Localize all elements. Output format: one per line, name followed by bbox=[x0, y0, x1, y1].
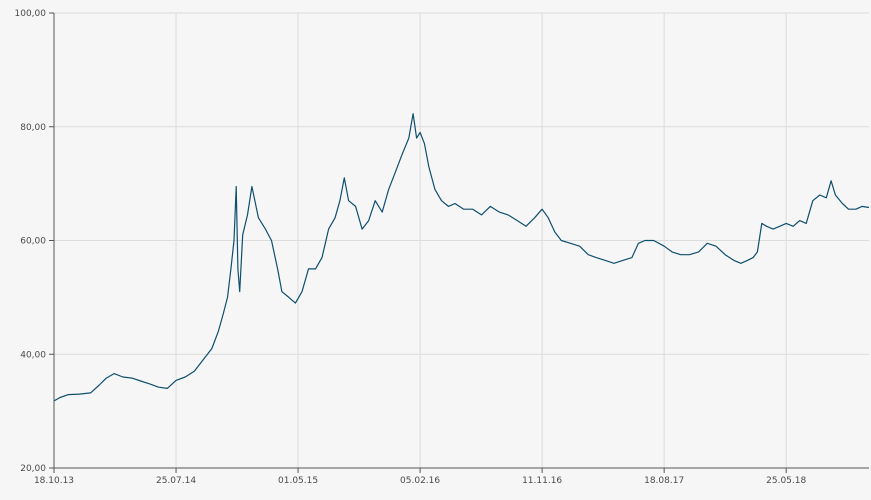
y-tick-label: 80,00 bbox=[20, 123, 46, 133]
y-tick-label: 40,00 bbox=[20, 350, 46, 360]
y-tick-label: 100,00 bbox=[15, 9, 47, 19]
x-tick-label: 18.08.17 bbox=[644, 476, 684, 486]
x-tick-label: 25.05.18 bbox=[766, 476, 806, 486]
series-layer bbox=[53, 113, 870, 402]
y-tick-label: 60,00 bbox=[20, 237, 46, 247]
x-tick-label: 05.02.16 bbox=[400, 476, 440, 486]
axes bbox=[49, 12, 869, 473]
series-line-0 bbox=[53, 113, 870, 402]
y-tick-label: 20,00 bbox=[20, 464, 46, 474]
tick-labels: 20,00 40,00 60,00 80,00 100,00 18.10.13 25.07.… bbox=[15, 9, 807, 486]
x-tick-label: 01.05.15 bbox=[278, 476, 318, 486]
x-tick-label: 25.07.14 bbox=[156, 476, 196, 486]
grid-lines bbox=[54, 12, 869, 468]
x-tick-label: 11.11.16 bbox=[522, 476, 562, 486]
x-tick-label: 18.10.13 bbox=[34, 476, 74, 486]
